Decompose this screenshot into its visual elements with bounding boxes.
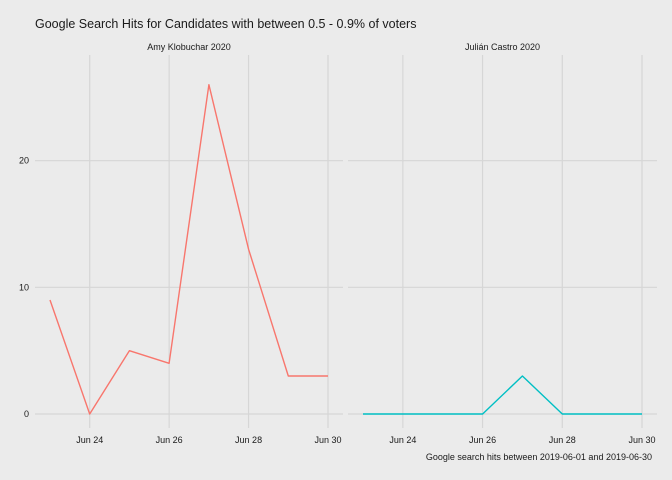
y-axis-labels: 0 10 20 bbox=[19, 156, 29, 419]
data-point bbox=[49, 299, 52, 302]
y-tick-label: 0 bbox=[24, 409, 29, 419]
panel-strip-label: Amy Klobuchar 2020 bbox=[147, 42, 231, 52]
panel-strip-label: Julián Castro 2020 bbox=[465, 42, 540, 52]
data-point bbox=[168, 362, 171, 365]
chart-title: Google Search Hits for Candidates with b… bbox=[35, 17, 416, 31]
x-tick-label: Jun 30 bbox=[628, 435, 655, 445]
series-line bbox=[363, 375, 642, 415]
x-tick-label: Jun 26 bbox=[469, 435, 496, 445]
data-point bbox=[481, 413, 484, 416]
chart-caption: Google search hits between 2019-06-01 an… bbox=[426, 452, 652, 462]
x-tick-label: Jun 30 bbox=[314, 435, 341, 445]
y-tick-label: 10 bbox=[19, 282, 29, 292]
data-point bbox=[327, 375, 330, 378]
panel-0: Amy Klobuchar 2020 Jun 24 Jun 26 Jun 28 Jun … bbox=[35, 42, 343, 445]
x-tick-label: Jun 24 bbox=[76, 435, 103, 445]
series-line bbox=[49, 83, 328, 415]
data-point bbox=[601, 413, 604, 416]
data-point bbox=[521, 375, 524, 378]
data-point bbox=[441, 413, 444, 416]
data-point bbox=[128, 349, 131, 352]
data-point bbox=[641, 413, 644, 416]
panels-layer: Amy Klobuchar 2020 Jun 24 Jun 26 Jun 28 Jun … bbox=[35, 42, 657, 445]
y-tick-label: 20 bbox=[19, 156, 29, 166]
panel-1: Julián Castro 2020 Jun 24 Jun 26 Jun 28 Jun … bbox=[348, 42, 657, 445]
data-point bbox=[88, 413, 91, 416]
data-point bbox=[561, 413, 564, 416]
data-point bbox=[287, 375, 290, 378]
data-point bbox=[247, 248, 250, 251]
x-tick-label: Jun 26 bbox=[156, 435, 183, 445]
data-point bbox=[401, 413, 404, 416]
x-tick-label: Jun 28 bbox=[549, 435, 576, 445]
data-point bbox=[362, 413, 365, 416]
x-tick-label: Jun 24 bbox=[389, 435, 416, 445]
x-tick-label: Jun 28 bbox=[235, 435, 262, 445]
data-point bbox=[207, 83, 210, 86]
